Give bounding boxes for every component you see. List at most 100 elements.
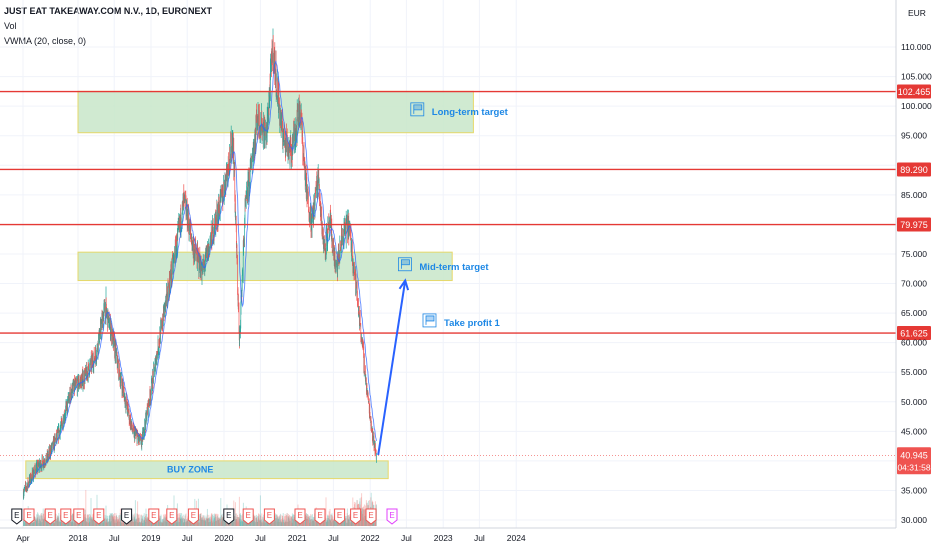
volume-bar	[54, 521, 56, 526]
volume-bar	[286, 515, 288, 526]
volume-bar	[306, 518, 308, 526]
volume-bar	[283, 519, 285, 526]
volume-bar	[240, 521, 242, 526]
horizontal-levels[interactable]: 102.465 89.290 79.975 61.625 40.945 04:31:58	[0, 84, 931, 475]
earnings-marker[interactable]: E	[223, 508, 235, 525]
earnings-marker[interactable]: E	[23, 508, 35, 525]
earnings-marker[interactable]: E	[93, 508, 105, 525]
earnings-marker[interactable]: E	[334, 508, 346, 525]
currency-label[interactable]: EUR	[908, 8, 926, 18]
volume-bar	[139, 514, 141, 526]
volume-bar	[117, 519, 119, 526]
level-price-tag[interactable]	[897, 162, 931, 177]
level-price-tag[interactable]	[897, 84, 931, 99]
volume-bar	[140, 515, 142, 526]
volume-bar	[181, 517, 183, 526]
volume-bar	[263, 522, 265, 526]
volume-bar	[44, 510, 46, 526]
level-price-tag[interactable]	[897, 217, 931, 232]
volume-bar	[146, 517, 148, 526]
volume-bar	[120, 515, 122, 526]
volume-bar	[70, 515, 72, 526]
earnings-marker[interactable]: E	[73, 508, 85, 525]
volume-bar	[289, 517, 291, 526]
volume-bar	[89, 522, 91, 526]
volume-bar	[113, 516, 115, 526]
last-price-tag[interactable]	[897, 447, 931, 475]
volume-bar	[199, 513, 201, 526]
volume-indicator-label[interactable]: Vol	[4, 21, 17, 31]
volume-bar	[166, 521, 168, 526]
earnings-marker[interactable]: E	[166, 508, 178, 525]
target-zone	[25, 460, 389, 480]
volume-bar	[307, 514, 309, 526]
earnings-marker[interactable]: E	[263, 508, 275, 525]
volume-bar	[55, 519, 57, 526]
volume-bar	[262, 519, 264, 526]
volume-bar	[41, 521, 43, 526]
volume-bar	[137, 514, 139, 526]
volume-bar	[278, 518, 280, 526]
volume-bar	[120, 522, 122, 526]
volume-bar	[199, 515, 201, 526]
volume-bar	[325, 518, 327, 526]
volume-bar	[275, 521, 277, 526]
volume-bar	[106, 518, 108, 526]
earnings-marker[interactable]: E	[365, 508, 377, 525]
earnings-marker[interactable]: E	[148, 508, 160, 525]
volume-bar	[313, 520, 315, 526]
volume-bar	[93, 517, 95, 526]
volume-bar	[177, 514, 179, 526]
price-tick-label: 75.000	[901, 249, 927, 259]
volume-bar	[309, 522, 311, 526]
vwma-indicator-label[interactable]: VWMA (20, close, 0)	[4, 36, 87, 46]
earnings-marker[interactable]: E	[11, 508, 23, 525]
volume-bar	[277, 516, 279, 526]
earnings-marker[interactable]: E	[242, 508, 254, 525]
volume-bar	[345, 520, 347, 526]
volume-bar	[264, 519, 266, 526]
earnings-marker[interactable]: E	[44, 508, 56, 525]
volume-bar	[237, 514, 239, 526]
volume-bar	[93, 517, 95, 526]
earnings-marker[interactable]: E	[386, 508, 398, 525]
volume-bar	[111, 513, 113, 526]
volume-bar	[215, 521, 217, 526]
volume-bar	[206, 514, 208, 526]
volume-bar	[86, 518, 88, 526]
volume-bar	[37, 513, 39, 526]
volume-bar	[101, 519, 103, 526]
volume-bar	[290, 515, 292, 526]
earnings-marker[interactable]: E	[294, 508, 306, 525]
volume-bar	[140, 522, 142, 526]
flag-icon	[422, 313, 437, 328]
earnings-marker[interactable]: E	[60, 508, 72, 525]
volume-bar	[116, 519, 118, 526]
volume-bar	[42, 519, 44, 526]
volume-bar	[224, 519, 226, 526]
volume-bar	[196, 518, 198, 526]
volume-bar	[72, 513, 74, 526]
volume-bar	[102, 516, 104, 526]
volume-bar	[219, 518, 221, 526]
volume-bar	[307, 515, 309, 526]
volume-bar	[351, 522, 353, 526]
volume-bar	[112, 516, 114, 526]
volume-bar	[143, 513, 145, 526]
level-price-tag[interactable]	[897, 326, 931, 341]
earnings-marker[interactable]: E	[314, 508, 326, 525]
earnings-marker[interactable]: E	[187, 508, 199, 525]
volume-bar	[251, 516, 253, 526]
volume-bar	[111, 515, 113, 526]
volume-bar	[207, 518, 209, 526]
volume-bar	[160, 516, 162, 526]
earnings-marker[interactable]: E	[121, 508, 133, 525]
volume-bar	[281, 515, 283, 526]
earnings-marker[interactable]: E	[350, 508, 362, 525]
volume-bar	[340, 522, 342, 526]
volume-bar	[326, 520, 328, 526]
earnings-marker-label: E	[389, 511, 394, 520]
volume-bar	[265, 522, 267, 526]
